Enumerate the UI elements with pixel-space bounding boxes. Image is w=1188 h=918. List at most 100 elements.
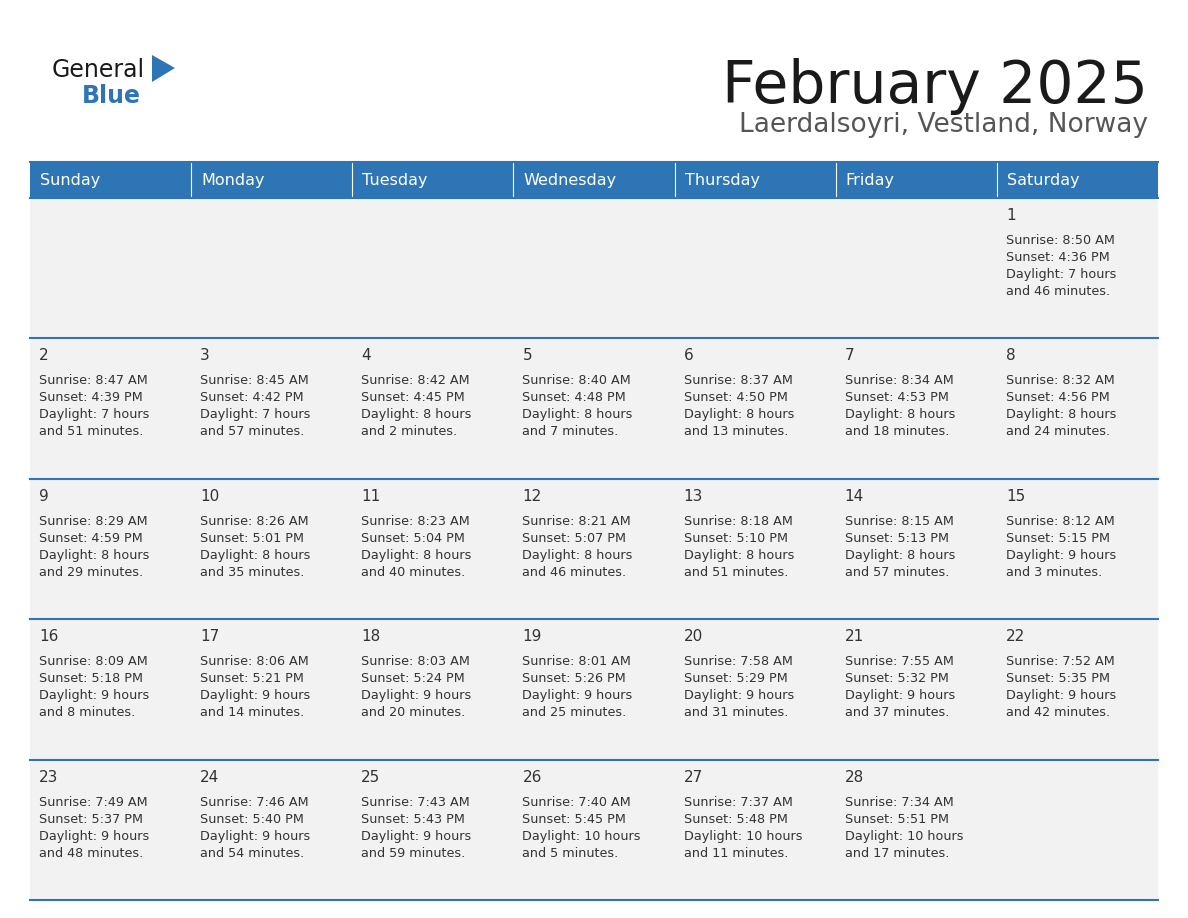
Text: 20: 20 [683,629,703,644]
Bar [835,162,997,198]
Text: and 57 minutes.: and 57 minutes. [845,565,949,579]
Text: and 35 minutes.: and 35 minutes. [200,565,304,579]
Text: Sunrise: 8:29 AM: Sunrise: 8:29 AM [39,515,147,528]
Text: Daylight: 8 hours: Daylight: 8 hours [39,549,150,562]
Text: and 8 minutes.: and 8 minutes. [39,706,135,719]
Text: Daylight: 9 hours: Daylight: 9 hours [361,689,472,702]
Text: Daylight: 9 hours: Daylight: 9 hours [39,830,150,843]
Text: Sunrise: 8:09 AM: Sunrise: 8:09 AM [39,655,147,668]
Text: 24: 24 [200,769,220,785]
Text: Sunset: 4:59 PM: Sunset: 4:59 PM [39,532,143,544]
Text: Sunset: 4:45 PM: Sunset: 4:45 PM [361,391,465,405]
Text: Sunrise: 7:34 AM: Sunrise: 7:34 AM [845,796,954,809]
Text: Daylight: 9 hours: Daylight: 9 hours [845,689,955,702]
Text: and 31 minutes.: and 31 minutes. [683,706,788,719]
Text: Sunset: 5:01 PM: Sunset: 5:01 PM [200,532,304,544]
Text: Sunrise: 7:58 AM: Sunrise: 7:58 AM [683,655,792,668]
Text: and 46 minutes.: and 46 minutes. [1006,285,1110,298]
Text: 26: 26 [523,769,542,785]
Text: 14: 14 [845,488,864,504]
Bar [30,339,191,479]
Text: Monday: Monday [201,173,265,187]
Bar [30,759,191,900]
Text: and 48 minutes.: and 48 minutes. [39,846,144,859]
Bar [30,198,191,339]
Text: Daylight: 8 hours: Daylight: 8 hours [361,409,472,421]
Text: Sunrise: 8:15 AM: Sunrise: 8:15 AM [845,515,954,528]
Bar [997,479,1158,620]
Bar [997,759,1158,900]
Text: and 3 minutes.: and 3 minutes. [1006,565,1102,579]
Text: and 57 minutes.: and 57 minutes. [200,425,304,439]
Text: Daylight: 9 hours: Daylight: 9 hours [523,689,633,702]
Text: 3: 3 [200,349,210,364]
Text: Sunset: 4:50 PM: Sunset: 4:50 PM [683,391,788,405]
Text: Sunrise: 7:46 AM: Sunrise: 7:46 AM [200,796,309,809]
Text: and 5 minutes.: and 5 minutes. [523,846,619,859]
Text: Sunrise: 8:12 AM: Sunrise: 8:12 AM [1006,515,1114,528]
Text: and 2 minutes.: and 2 minutes. [361,425,457,439]
Text: Sunset: 4:56 PM: Sunset: 4:56 PM [1006,391,1110,405]
Text: Daylight: 9 hours: Daylight: 9 hours [39,689,150,702]
Text: 28: 28 [845,769,864,785]
Text: Daylight: 9 hours: Daylight: 9 hours [361,830,472,843]
Text: and 51 minutes.: and 51 minutes. [683,565,788,579]
Text: Sunrise: 8:47 AM: Sunrise: 8:47 AM [39,375,147,387]
Text: Laerdalsoyri, Vestland, Norway: Laerdalsoyri, Vestland, Norway [739,112,1148,138]
Bar [353,759,513,900]
Text: Sunset: 4:42 PM: Sunset: 4:42 PM [200,391,304,405]
Bar [191,339,353,479]
Text: 23: 23 [39,769,58,785]
Text: Daylight: 8 hours: Daylight: 8 hours [361,549,472,562]
Bar [675,198,835,339]
Text: and 24 minutes.: and 24 minutes. [1006,425,1110,439]
Text: Sunset: 5:43 PM: Sunset: 5:43 PM [361,812,466,825]
Text: and 11 minutes.: and 11 minutes. [683,846,788,859]
Bar [675,339,835,479]
Text: Sunrise: 8:42 AM: Sunrise: 8:42 AM [361,375,470,387]
Text: Daylight: 8 hours: Daylight: 8 hours [1006,409,1117,421]
Bar [353,162,513,198]
Text: Sunset: 5:40 PM: Sunset: 5:40 PM [200,812,304,825]
Text: 19: 19 [523,629,542,644]
Text: Sunrise: 8:26 AM: Sunrise: 8:26 AM [200,515,309,528]
Text: Sunset: 5:24 PM: Sunset: 5:24 PM [361,672,465,685]
Text: Sunrise: 8:01 AM: Sunrise: 8:01 AM [523,655,631,668]
Bar [30,620,191,759]
Text: 27: 27 [683,769,703,785]
Text: Daylight: 8 hours: Daylight: 8 hours [523,549,633,562]
Bar [353,620,513,759]
Text: Sunset: 5:26 PM: Sunset: 5:26 PM [523,672,626,685]
Bar [513,620,675,759]
Text: Sunset: 5:48 PM: Sunset: 5:48 PM [683,812,788,825]
Text: Daylight: 10 hours: Daylight: 10 hours [523,830,642,843]
Text: 1: 1 [1006,208,1016,223]
Text: 13: 13 [683,488,703,504]
Bar [513,198,675,339]
Text: Sunset: 5:29 PM: Sunset: 5:29 PM [683,672,788,685]
Bar [191,198,353,339]
Bar [997,198,1158,339]
Text: 12: 12 [523,488,542,504]
Bar [353,479,513,620]
Text: Daylight: 7 hours: Daylight: 7 hours [1006,268,1117,281]
Text: 9: 9 [39,488,49,504]
Text: and 18 minutes.: and 18 minutes. [845,425,949,439]
Bar [675,162,835,198]
Text: 25: 25 [361,769,380,785]
Text: Sunrise: 8:40 AM: Sunrise: 8:40 AM [523,375,631,387]
Text: Daylight: 9 hours: Daylight: 9 hours [200,689,310,702]
Text: 15: 15 [1006,488,1025,504]
Text: and 20 minutes.: and 20 minutes. [361,706,466,719]
Bar [30,162,191,198]
Text: Daylight: 8 hours: Daylight: 8 hours [523,409,633,421]
Text: and 54 minutes.: and 54 minutes. [200,846,304,859]
Text: Daylight: 8 hours: Daylight: 8 hours [845,549,955,562]
Bar [997,620,1158,759]
Text: 21: 21 [845,629,864,644]
Text: Friday: Friday [846,173,895,187]
Text: Sunrise: 8:50 AM: Sunrise: 8:50 AM [1006,234,1114,247]
Text: Tuesday: Tuesday [362,173,428,187]
Text: and 40 minutes.: and 40 minutes. [361,565,466,579]
Text: Daylight: 8 hours: Daylight: 8 hours [200,549,310,562]
